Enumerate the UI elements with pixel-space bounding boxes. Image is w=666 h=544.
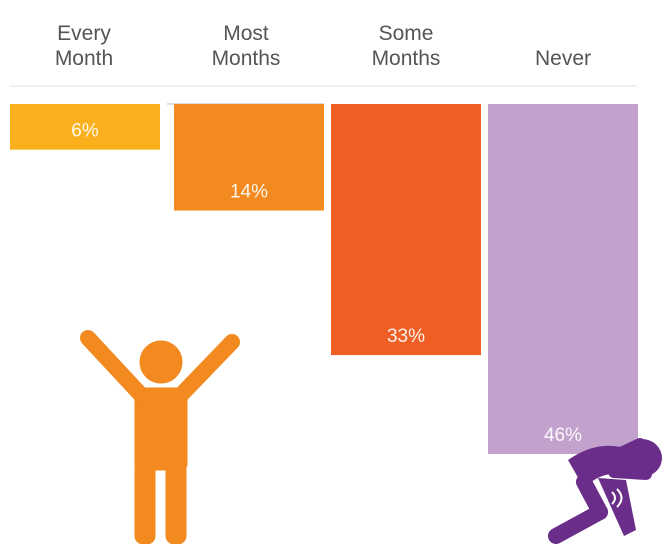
value-label-3: 46% [544, 425, 582, 446]
category-label-3-0: Never [535, 47, 591, 70]
value-labels-group: 6% 14% 33% 46% [71, 121, 582, 446]
category-label-2-0: Some [379, 22, 434, 45]
value-label-0: 6% [71, 121, 99, 142]
bars-group [10, 104, 638, 454]
category-label-1-1: Months [212, 47, 281, 70]
category-label-0-0: Every [57, 22, 111, 45]
bar-0 [10, 104, 160, 150]
bar-3 [488, 104, 638, 454]
stressed-person-icon [548, 438, 662, 544]
category-label-2-1: Months [372, 47, 441, 70]
value-label-2: 33% [387, 326, 425, 347]
happy-person-icon [80, 330, 240, 544]
value-label-1: 14% [230, 182, 268, 203]
category-label-1-0: Most [223, 22, 269, 45]
bar-1 [174, 104, 324, 211]
category-label-0-1: Month [55, 47, 113, 70]
bar-2 [331, 104, 481, 356]
